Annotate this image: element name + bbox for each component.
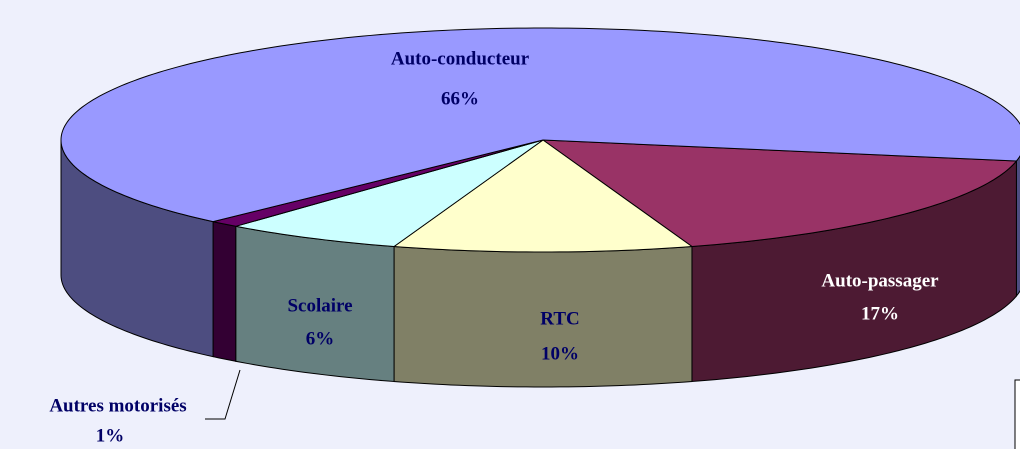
slice-label: RTC <box>540 308 579 329</box>
slice <box>235 139 544 248</box>
slice-value-label: 1% <box>96 425 125 446</box>
slice-label: Scolaire <box>287 295 352 316</box>
legend-box <box>1014 379 1020 449</box>
leader-line <box>205 369 241 420</box>
slice-label: Auto-conducteur <box>391 48 530 69</box>
slice <box>541 139 1018 248</box>
slice-value-label: 6% <box>306 328 335 349</box>
slice-value-label: 10% <box>541 343 579 364</box>
slice-side <box>212 221 237 362</box>
slice-label: Autres motorisés <box>49 395 186 416</box>
slice-label: Auto-passager <box>821 270 939 291</box>
slice-value-label: 66% <box>441 88 479 109</box>
slice-side <box>1015 155 1020 298</box>
slice <box>60 27 1020 223</box>
slice <box>392 139 694 253</box>
slice-value-label: 17% <box>861 303 899 324</box>
